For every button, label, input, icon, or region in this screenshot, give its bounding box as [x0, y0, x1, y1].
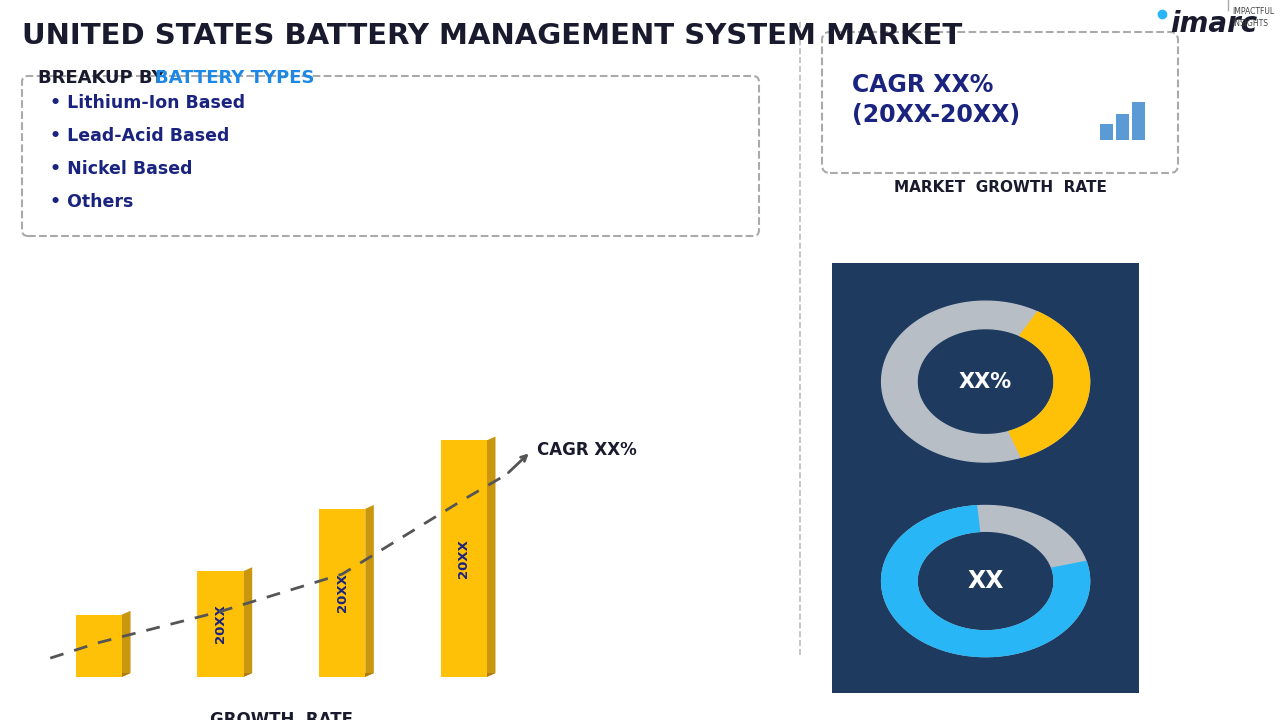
Bar — [197, 571, 243, 677]
Text: 20XX: 20XX — [214, 605, 227, 644]
Text: LARGEST  MARKET: LARGEST MARKET — [920, 575, 1079, 590]
Polygon shape — [882, 505, 1089, 657]
Bar — [76, 615, 122, 677]
Polygon shape — [319, 673, 374, 677]
Text: BATTERY TYPES: BATTERY TYPES — [155, 69, 315, 87]
FancyBboxPatch shape — [822, 32, 1178, 173]
FancyBboxPatch shape — [22, 76, 759, 236]
Text: UNITED STATES BATTERY MANAGEMENT SYSTEM MARKET: UNITED STATES BATTERY MANAGEMENT SYSTEM … — [22, 22, 963, 50]
Bar — [319, 509, 365, 677]
Text: 20XX: 20XX — [335, 573, 348, 612]
Polygon shape — [1009, 312, 1089, 457]
Bar — [440, 440, 486, 677]
Polygon shape — [882, 301, 1089, 462]
Text: CAGR XX%: CAGR XX% — [852, 73, 993, 97]
Text: HIGHEST CAGR: HIGHEST CAGR — [936, 350, 1064, 365]
Polygon shape — [365, 505, 374, 677]
Text: • Nickel Based: • Nickel Based — [50, 160, 192, 178]
Text: GROWTH  RATE: GROWTH RATE — [210, 711, 353, 720]
Text: XX: XX — [968, 569, 1004, 593]
Text: • Lithium-Ion Based: • Lithium-Ion Based — [50, 94, 246, 112]
Text: BREAKUP BY: BREAKUP BY — [38, 69, 170, 87]
Polygon shape — [486, 436, 495, 677]
Text: • Others: • Others — [50, 193, 133, 211]
Text: XX%: XX% — [959, 372, 1012, 392]
Text: imarc: imarc — [1170, 10, 1257, 38]
Text: IMPACTFUL
INSIGHTS: IMPACTFUL INSIGHTS — [1231, 7, 1274, 29]
Text: (20XX-20XX): (20XX-20XX) — [852, 103, 1020, 127]
Polygon shape — [197, 673, 252, 677]
Polygon shape — [243, 567, 252, 677]
FancyBboxPatch shape — [820, 253, 1151, 510]
Polygon shape — [122, 611, 131, 677]
Polygon shape — [882, 505, 1089, 657]
FancyBboxPatch shape — [820, 461, 1151, 701]
Text: • Lead-Acid Based: • Lead-Acid Based — [50, 127, 229, 145]
Polygon shape — [440, 673, 495, 677]
FancyBboxPatch shape — [1100, 124, 1114, 140]
Text: 20XX: 20XX — [457, 539, 470, 578]
FancyBboxPatch shape — [1116, 114, 1129, 140]
Text: CAGR XX%: CAGR XX% — [536, 441, 636, 459]
Polygon shape — [76, 673, 131, 677]
FancyBboxPatch shape — [1132, 102, 1146, 140]
Text: MARKET  GROWTH  RATE: MARKET GROWTH RATE — [893, 180, 1106, 195]
